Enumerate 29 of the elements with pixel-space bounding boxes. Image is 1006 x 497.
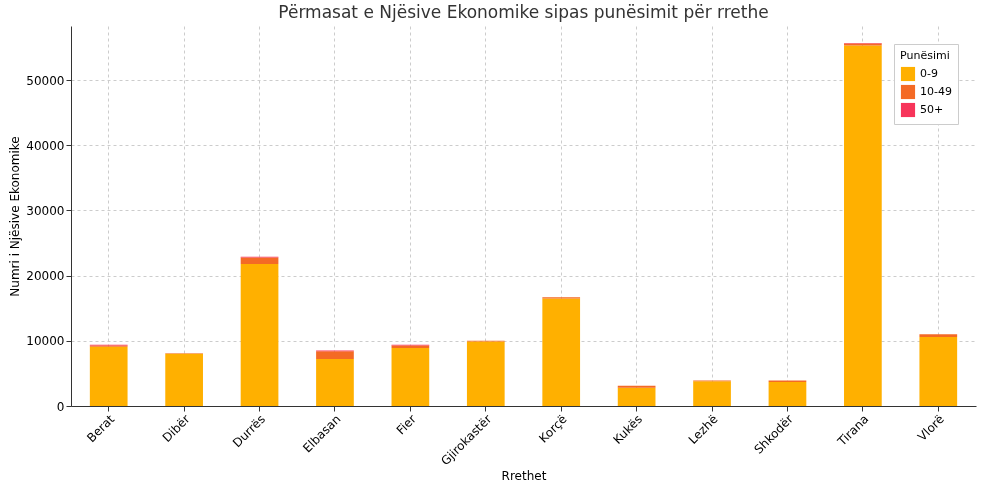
- bar: [617, 387, 656, 406]
- y-tick-label: 10000: [26, 334, 65, 349]
- legend-title: Punësimi: [900, 49, 950, 62]
- bar: [89, 346, 128, 406]
- x-axis-title: Rrethet: [501, 469, 547, 484]
- bar: [542, 298, 581, 406]
- y-tick-label: 50000: [26, 73, 65, 88]
- y-tick-label: 40000: [26, 138, 65, 153]
- chart-title: Përmasat e Njësive Ekonomike sipas punësimit për rrethe: [278, 2, 769, 22]
- bar: [165, 353, 203, 406]
- bar: [316, 351, 354, 360]
- legend-label: 0-9: [920, 67, 938, 80]
- x-tick-label: Fier: [393, 412, 419, 438]
- legend-label: 50+: [920, 103, 944, 116]
- y-axis-title: Numri i Njësive Ekonomike: [8, 136, 23, 297]
- bar: [391, 347, 430, 406]
- bar: [919, 334, 958, 337]
- y-tick-label: 30000: [26, 203, 65, 218]
- bar: [240, 263, 279, 406]
- legend-label: 10-49: [920, 85, 952, 98]
- bar: [844, 45, 882, 406]
- y-tick-label: 20000: [26, 269, 65, 284]
- y-tick-label: 0: [56, 399, 65, 414]
- bar: [316, 359, 354, 406]
- bar: [240, 257, 279, 264]
- bar: [919, 336, 958, 406]
- bar: [693, 381, 731, 406]
- bar: [466, 341, 505, 406]
- bar: [768, 381, 807, 406]
